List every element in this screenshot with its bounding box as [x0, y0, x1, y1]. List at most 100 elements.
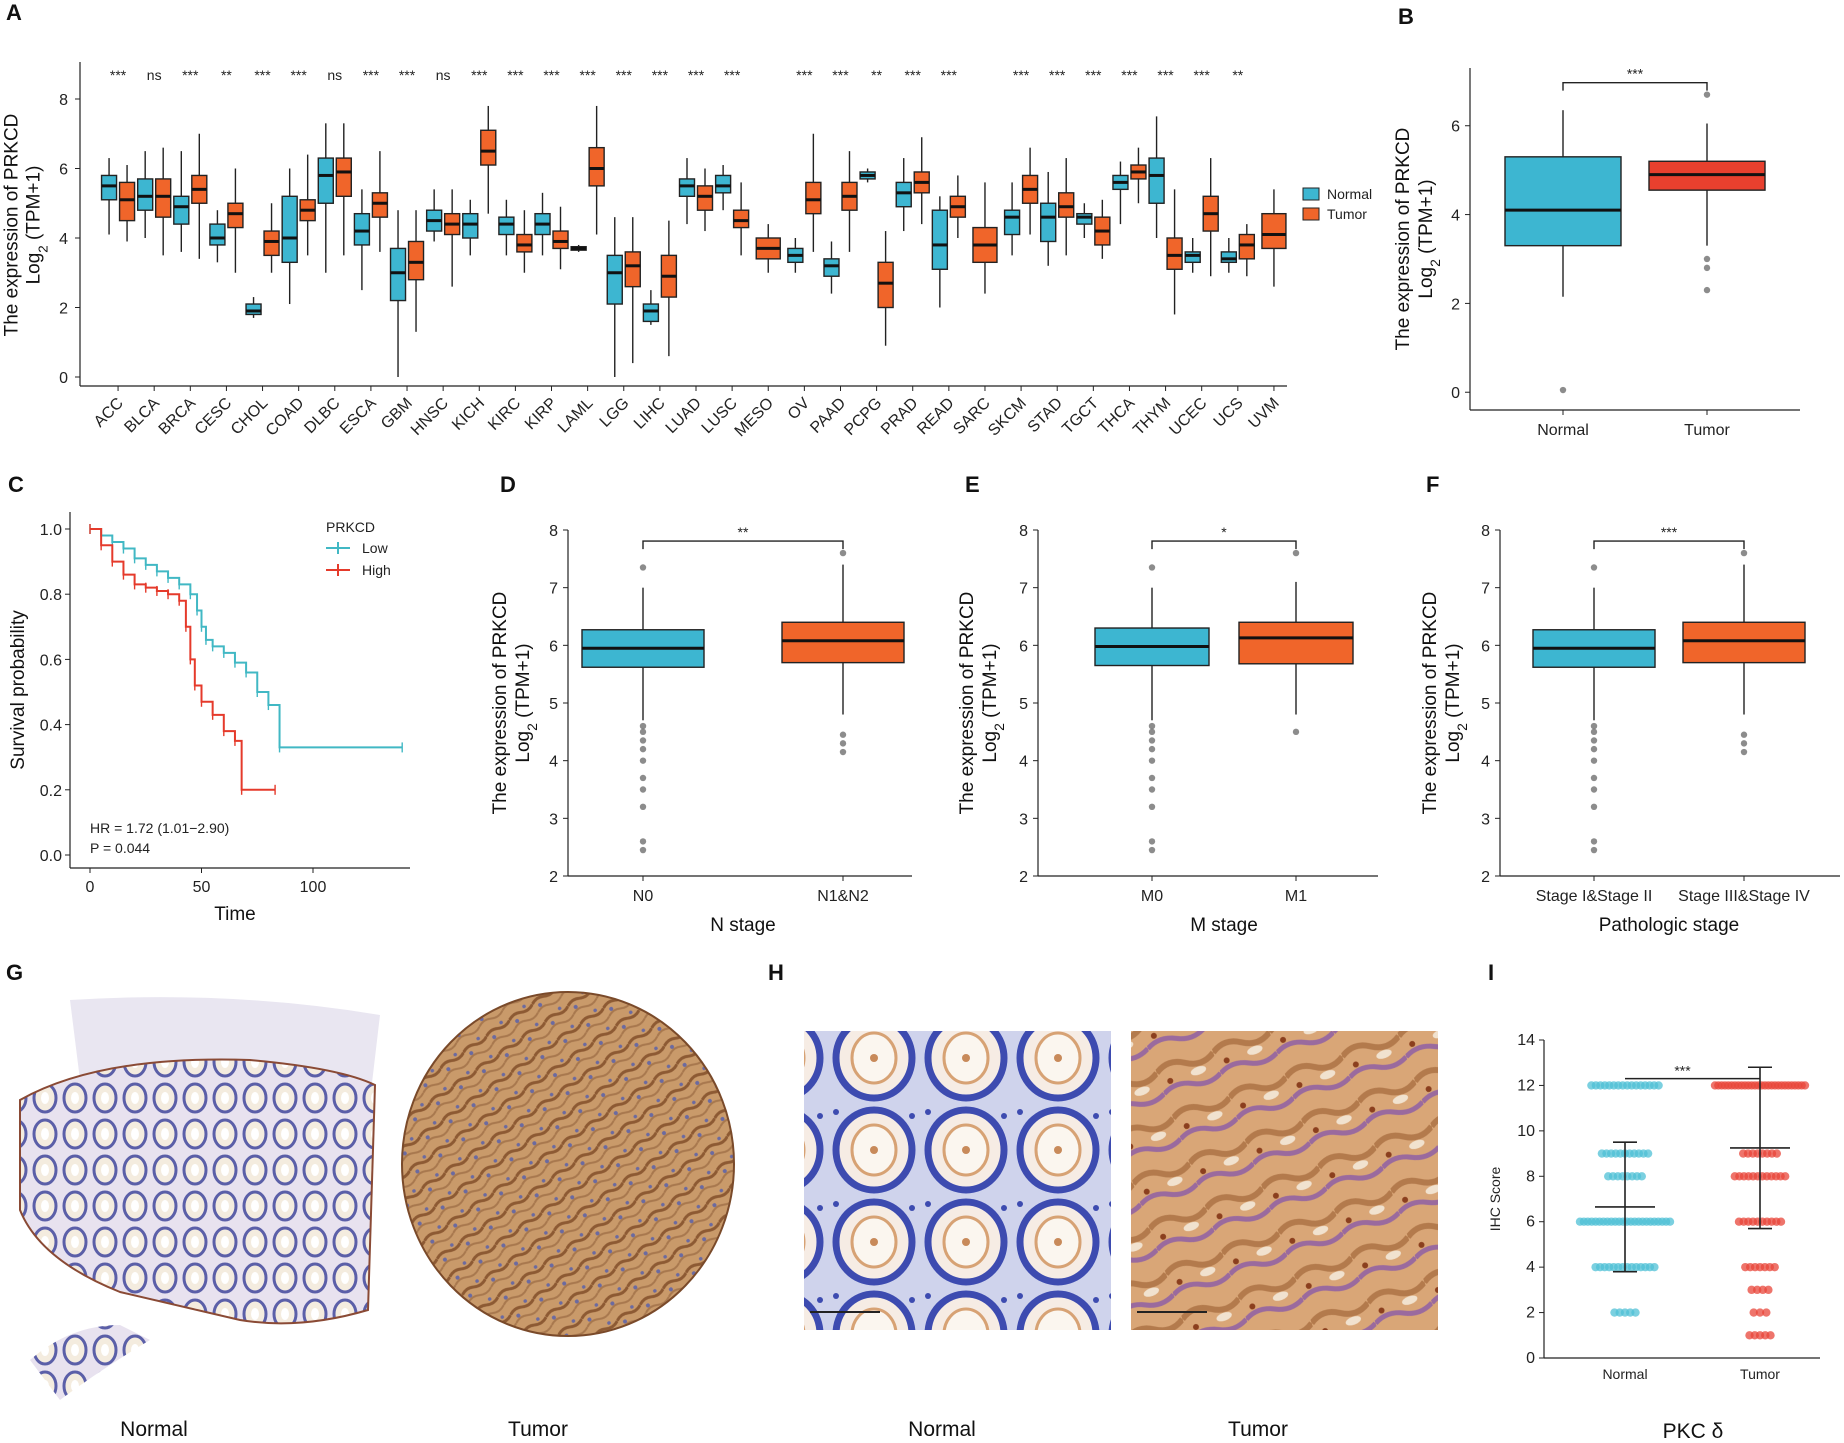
- a-x-tick-label-read: READ: [914, 395, 957, 438]
- a-significance-cesc: **: [221, 67, 232, 83]
- a-significance-lihc: ***: [652, 67, 669, 83]
- outlier-point: [1148, 757, 1156, 764]
- a-normal-tgct-box: [1076, 212, 1093, 225]
- panel-letter-e: E: [965, 472, 980, 497]
- y-tick-label: 2: [549, 869, 558, 886]
- y-axis-title-tail: (TPM+1): [1443, 643, 1464, 723]
- a-normal-ucec-box: [1184, 251, 1201, 264]
- a-y-tick-label: 2: [59, 301, 68, 318]
- y-axis-title-line1: The expression of PRKCD: [1393, 128, 1414, 351]
- x-tick-label-0: N0: [633, 888, 654, 905]
- a-significance-ov: ***: [796, 67, 813, 83]
- x-tick-label-1: Tumor: [1684, 422, 1730, 439]
- c-legend-label-high: High: [362, 562, 391, 578]
- a-significance-tgct: ***: [1085, 67, 1102, 83]
- i-data-point: [1749, 1308, 1758, 1317]
- y-axis-title-log: Log: [1416, 267, 1437, 299]
- a-significance-gbm: ***: [399, 67, 416, 83]
- a-tumor-gbm-box: [407, 240, 425, 281]
- outlier-point: [839, 731, 847, 738]
- outlier-point: [839, 549, 847, 557]
- i-x-tick-label-tumor: Tumor: [1740, 1366, 1780, 1382]
- y-tick-label: 0: [1451, 385, 1460, 402]
- tumor-tissue-core: [401, 991, 735, 1337]
- i-y-tick-label: 4: [1526, 1259, 1535, 1276]
- box-0-box: [1504, 156, 1622, 247]
- c-x-axis-title: Time: [214, 904, 256, 925]
- i-y-tick-label: 6: [1526, 1214, 1535, 1231]
- a-significance-kirp: ***: [543, 67, 560, 83]
- i-data-point: [1643, 1149, 1653, 1158]
- y-tick-label: 8: [549, 523, 558, 540]
- g-normal-caption: Normal: [120, 1418, 188, 1441]
- y-tick-label: 5: [1019, 696, 1028, 713]
- i-data-point: [1766, 1331, 1775, 1340]
- a-x-tick-label-laml: LAML: [555, 395, 597, 437]
- c-km-line-high: [90, 528, 276, 791]
- a-normal-read-box: [931, 209, 949, 270]
- a-tumor-lusc-box: [732, 209, 750, 229]
- i-data-point: [1650, 1262, 1659, 1272]
- c-p-annotation: P = 0.044: [90, 840, 150, 856]
- a-significance-skcm: ***: [1013, 67, 1030, 83]
- x-tick-label-0: Normal: [1537, 422, 1589, 439]
- x-tick-label-0: M0: [1141, 888, 1163, 905]
- outlier-point: [1590, 564, 1598, 571]
- i-data-point: [1764, 1285, 1773, 1295]
- a-normal-gbm-box: [389, 247, 407, 302]
- i-data-point: [1776, 1217, 1786, 1226]
- box-1-box: [1682, 621, 1806, 664]
- a-x-tick-label-prad: PRAD: [878, 395, 921, 438]
- panel-c-survival-curve: 0.0 0.2 0.4 0.6 0.8 1.0 0 50 100 Time Survival pro…: [8, 512, 410, 925]
- i-data-point: [1800, 1081, 1810, 1090]
- outlier-point: [1740, 731, 1748, 738]
- y-axis-title-line1: The expression of PRKCD: [957, 592, 978, 815]
- y-axis-title-line1: The expression of PRKCD: [490, 592, 511, 815]
- panel-h-micrographs: Normal Tumor: [804, 1031, 1438, 1441]
- a-x-tick-label-hnsc: HNSC: [408, 395, 452, 439]
- y-tick-label: 2: [1019, 869, 1028, 886]
- a-normal-cesc-box: [209, 223, 226, 246]
- outlier-point: [1703, 264, 1711, 272]
- a-y-tick-label: 0: [59, 370, 68, 387]
- a-significance-thca: ***: [1121, 67, 1138, 83]
- a-significance-chol: ***: [254, 67, 271, 83]
- a-normal-dlbc-box: [317, 157, 334, 204]
- y-tick-label: 4: [549, 754, 558, 771]
- a-x-tick-label-paad: PAAD: [807, 395, 849, 437]
- outlier-point: [839, 740, 847, 747]
- i-y-tick-label: 0: [1526, 1350, 1535, 1367]
- a-significance-esca: ***: [363, 67, 380, 83]
- c-x-tick-label: 0: [86, 879, 95, 896]
- a-x-tick-label-ov: OV: [785, 395, 814, 424]
- outlier-point: [639, 564, 647, 571]
- c-km-line-low: [90, 528, 403, 749]
- a-normal-lgg-box: [606, 254, 623, 305]
- y-tick-label: 2: [1451, 296, 1460, 313]
- a-y-tick-label: 4: [59, 231, 68, 248]
- a-x-tick-label-kirp: KIRP: [522, 395, 560, 433]
- a-tumor-uvm-box: [1261, 212, 1287, 250]
- outlier-point: [1590, 786, 1598, 793]
- outlier-point: [639, 838, 647, 845]
- c-x-tick-label: 100: [300, 879, 327, 896]
- outlier-point: [1148, 564, 1156, 571]
- a-tumor-kirp-box: [552, 230, 569, 250]
- y-axis-title-sub: 2: [991, 723, 1007, 731]
- panel-letter-a: A: [6, 0, 22, 25]
- y-tick-label: 4: [1019, 754, 1028, 771]
- panel-letter-g: G: [6, 960, 23, 985]
- a-tumor-esca-box: [371, 192, 389, 218]
- i-y-tick-label: 14: [1517, 1032, 1535, 1049]
- i-y-tick-label: 10: [1517, 1123, 1535, 1140]
- a-significance-blca: ns: [147, 67, 162, 83]
- a-tumor-luad-box: [696, 185, 714, 211]
- a-normal-chol-box: [245, 303, 262, 316]
- a-significance-brca: ***: [182, 67, 199, 83]
- y-tick-label: 6: [1451, 119, 1460, 136]
- a-significance-coad: ***: [290, 67, 307, 83]
- y-tick-label: 8: [1481, 523, 1490, 540]
- significance-bracket: [642, 540, 844, 550]
- outlier-point: [1148, 722, 1156, 730]
